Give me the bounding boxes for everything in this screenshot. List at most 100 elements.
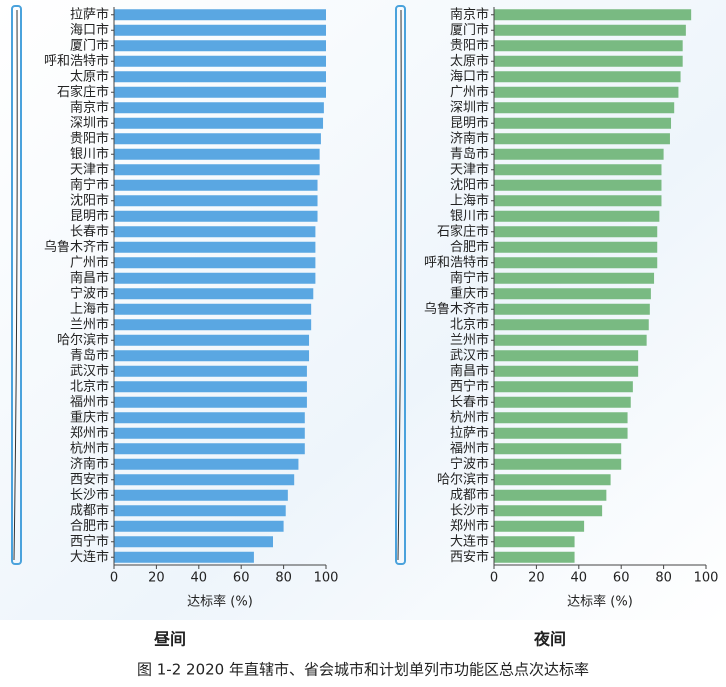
chart-title: 昼间 [153,630,186,649]
bar [494,179,662,191]
bar [114,412,305,424]
bar [114,133,321,145]
x-tick-label: 0 [110,571,118,586]
bar [494,350,639,362]
y-tick-label: 长春市 [70,223,109,239]
y-tick-label: 济南市 [450,130,489,146]
bar [114,350,310,362]
y-tick-label: 广州市 [450,84,489,100]
bar [494,71,681,83]
x-tick-label: 60 [613,571,630,586]
bar [494,505,603,517]
y-tick-label: 呼和浩特市 [424,254,489,270]
bar [494,86,679,98]
y-tick-label: 杭州市 [450,409,489,425]
x-axis-label: 达标率 (%) [187,594,253,610]
bar [494,458,622,470]
bar [114,334,310,346]
y-tick-label: 长沙市 [70,487,109,503]
y-tick-label: 深圳市 [70,115,109,131]
bar [114,210,318,222]
x-tick-label: 100 [314,571,339,586]
bar [494,241,658,253]
y-tick-label: 福州市 [70,394,109,410]
bar [114,86,326,98]
y-tick-label: 银川市 [450,208,489,224]
bar [114,241,316,253]
y-tick-label: 西安市 [70,471,109,487]
bar [494,210,660,222]
bar [114,24,326,36]
y-tick-label: 银川市 [70,146,109,162]
y-tick-label: 昆明市 [70,208,109,224]
bar [494,133,670,145]
decor-line [13,9,18,561]
bar [114,272,316,284]
y-tick-label: 济南市 [70,456,109,472]
y-tick-label: 大连市 [450,533,489,549]
y-tick-label: 太原市 [450,53,489,69]
y-tick-label: 深圳市 [450,99,489,115]
bar [494,427,628,439]
y-tick-label: 南宁市 [70,177,109,193]
y-tick-label: 青岛市 [450,146,489,162]
bar [494,536,575,548]
bar [114,505,286,517]
bar [494,365,639,377]
bar [114,71,326,83]
y-tick-label: 呼和浩特市 [44,53,109,69]
bar [494,520,585,532]
bar [114,117,324,129]
x-tick-label: 60 [233,571,250,586]
bar [114,257,316,269]
bar [114,102,324,114]
y-tick-label: 乌鲁木齐市 [424,301,489,317]
bar [494,24,686,36]
y-tick-label: 石家庄市 [57,84,109,100]
bar [494,288,651,300]
y-tick-label: 拉萨市 [450,425,489,441]
y-tick-label: 沈阳市 [70,192,109,208]
bar [114,195,318,207]
bar [494,9,692,21]
y-tick-label: 上海市 [70,301,109,317]
bar [494,443,622,455]
y-tick-label: 天津市 [450,161,489,177]
bar [494,102,675,114]
bar [114,40,326,52]
decor-line [397,9,402,561]
y-tick-label: 宁波市 [70,285,109,301]
bar [114,179,318,191]
bar [494,489,607,501]
y-tick-label: 石家庄市 [437,223,489,239]
y-tick-label: 南昌市 [450,363,489,379]
y-tick-label: 西安市 [450,549,489,565]
y-tick-label: 宁波市 [450,456,489,472]
y-tick-label: 贵阳市 [70,130,109,146]
x-tick-label: 100 [694,571,719,586]
bar [114,319,312,331]
bar [114,474,295,486]
y-tick-label: 南京市 [450,6,489,22]
x-tick-label: 0 [490,571,498,586]
bar [114,288,314,300]
bar [494,117,672,129]
bar [494,412,628,424]
bar [114,381,307,393]
bar [494,257,658,269]
bar [114,520,284,532]
bar [114,396,307,408]
y-tick-label: 南京市 [70,99,109,115]
y-tick-label: 天津市 [70,161,109,177]
bar [494,551,575,563]
y-tick-label: 北京市 [70,378,109,394]
bar [494,381,633,393]
x-tick-label: 40 [571,571,588,586]
y-tick-label: 贵阳市 [450,37,489,53]
bar [114,148,320,160]
y-tick-label: 合肥市 [70,518,109,534]
y-tick-label: 郑州市 [70,425,109,441]
y-tick-label: 沈阳市 [450,177,489,193]
bar [114,489,288,501]
